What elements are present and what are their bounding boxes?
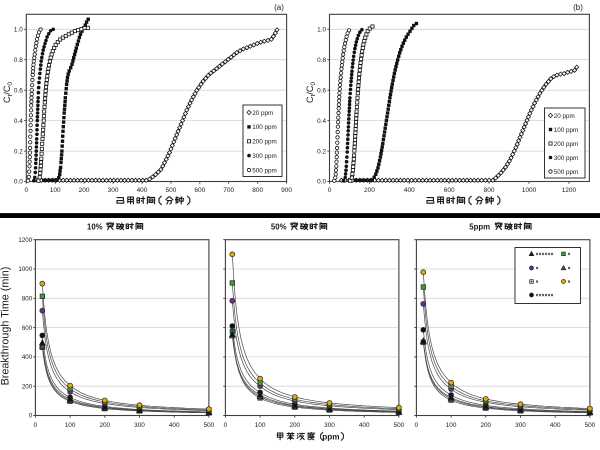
svg-text:200: 200	[99, 422, 110, 429]
svg-text:500 ppm: 500 ppm	[252, 167, 277, 174]
svg-text:0: 0	[415, 422, 419, 429]
svg-text:600: 600	[194, 187, 205, 194]
svg-text:1200: 1200	[18, 237, 32, 244]
svg-text:200: 200	[289, 422, 300, 429]
svg-text:200: 200	[480, 422, 491, 429]
svg-text:50%: 50%	[271, 222, 287, 231]
svg-text:0: 0	[34, 422, 38, 429]
svg-text:(a): (a)	[274, 3, 284, 12]
svg-text:400: 400	[22, 354, 33, 361]
svg-text:0: 0	[328, 187, 332, 194]
svg-text:200: 200	[79, 187, 90, 194]
svg-text:5ppm: 5ppm	[469, 222, 490, 231]
svg-text:100: 100	[65, 422, 76, 429]
svg-text:0.2: 0.2	[14, 148, 23, 155]
svg-text:600: 600	[444, 187, 455, 194]
svg-text:300: 300	[134, 422, 145, 429]
svg-text:400: 400	[359, 422, 370, 429]
svg-text:100 ppm: 100 ppm	[554, 127, 579, 134]
svg-text:0: 0	[224, 422, 228, 429]
svg-text:800: 800	[484, 187, 495, 194]
svg-text:300: 300	[515, 422, 526, 429]
svg-text:100: 100	[50, 187, 61, 194]
svg-text:0.0: 0.0	[14, 179, 23, 186]
svg-text:1000: 1000	[522, 187, 537, 194]
svg-text:100: 100	[446, 422, 457, 429]
svg-text:0.0: 0.0	[317, 179, 326, 186]
svg-text:200 ppm: 200 ppm	[554, 141, 579, 148]
svg-text:Ct/C0: Ct/C0	[2, 82, 14, 103]
svg-text:500 ppm: 500 ppm	[554, 169, 579, 176]
svg-text:0.8: 0.8	[317, 57, 326, 64]
svg-text:300: 300	[324, 422, 335, 429]
svg-text:20 ppm: 20 ppm	[554, 113, 575, 120]
svg-text:100: 100	[255, 422, 266, 429]
svg-text:800: 800	[22, 296, 33, 303]
svg-text:20 ppm: 20 ppm	[252, 110, 273, 117]
svg-text:0.8: 0.8	[14, 57, 23, 64]
svg-text:0.6: 0.6	[317, 87, 326, 94]
svg-text:0.4: 0.4	[317, 118, 326, 125]
svg-text:ppm: ppm	[322, 432, 339, 441]
svg-text:0: 0	[24, 187, 28, 194]
svg-text:400: 400	[550, 422, 561, 429]
svg-text:200 ppm: 200 ppm	[252, 139, 277, 146]
svg-text:0.4: 0.4	[14, 118, 23, 125]
svg-text:300 ppm: 300 ppm	[554, 155, 579, 162]
svg-text:500: 500	[585, 422, 596, 429]
svg-text:600: 600	[22, 325, 33, 332]
svg-text:200: 200	[22, 383, 33, 390]
svg-text:(b): (b)	[573, 3, 583, 12]
svg-text:1.0: 1.0	[14, 27, 23, 34]
svg-text:0.2: 0.2	[317, 148, 326, 155]
svg-text:500: 500	[204, 422, 215, 429]
svg-text:800: 800	[252, 187, 263, 194]
svg-text:200: 200	[364, 187, 375, 194]
svg-text:1000: 1000	[18, 266, 32, 273]
svg-text:10%: 10%	[87, 222, 103, 231]
svg-text:Breakthrough Time (min): Breakthrough Time (min)	[0, 267, 12, 386]
svg-text:0: 0	[29, 413, 33, 420]
svg-text:500: 500	[394, 422, 405, 429]
svg-text:1200: 1200	[562, 187, 577, 194]
svg-text:400: 400	[137, 187, 148, 194]
svg-text:400: 400	[169, 422, 180, 429]
svg-text:500: 500	[165, 187, 176, 194]
svg-text:100 ppm: 100 ppm	[252, 124, 277, 131]
svg-text:400: 400	[404, 187, 415, 194]
svg-text:900: 900	[281, 187, 292, 194]
svg-text:300 ppm: 300 ppm	[252, 153, 277, 160]
svg-text:300: 300	[108, 187, 119, 194]
svg-text:700: 700	[223, 187, 234, 194]
svg-text:1.0: 1.0	[317, 27, 326, 34]
svg-text:0.6: 0.6	[14, 87, 23, 94]
svg-text:Ct/C0: Ct/C0	[305, 82, 317, 103]
